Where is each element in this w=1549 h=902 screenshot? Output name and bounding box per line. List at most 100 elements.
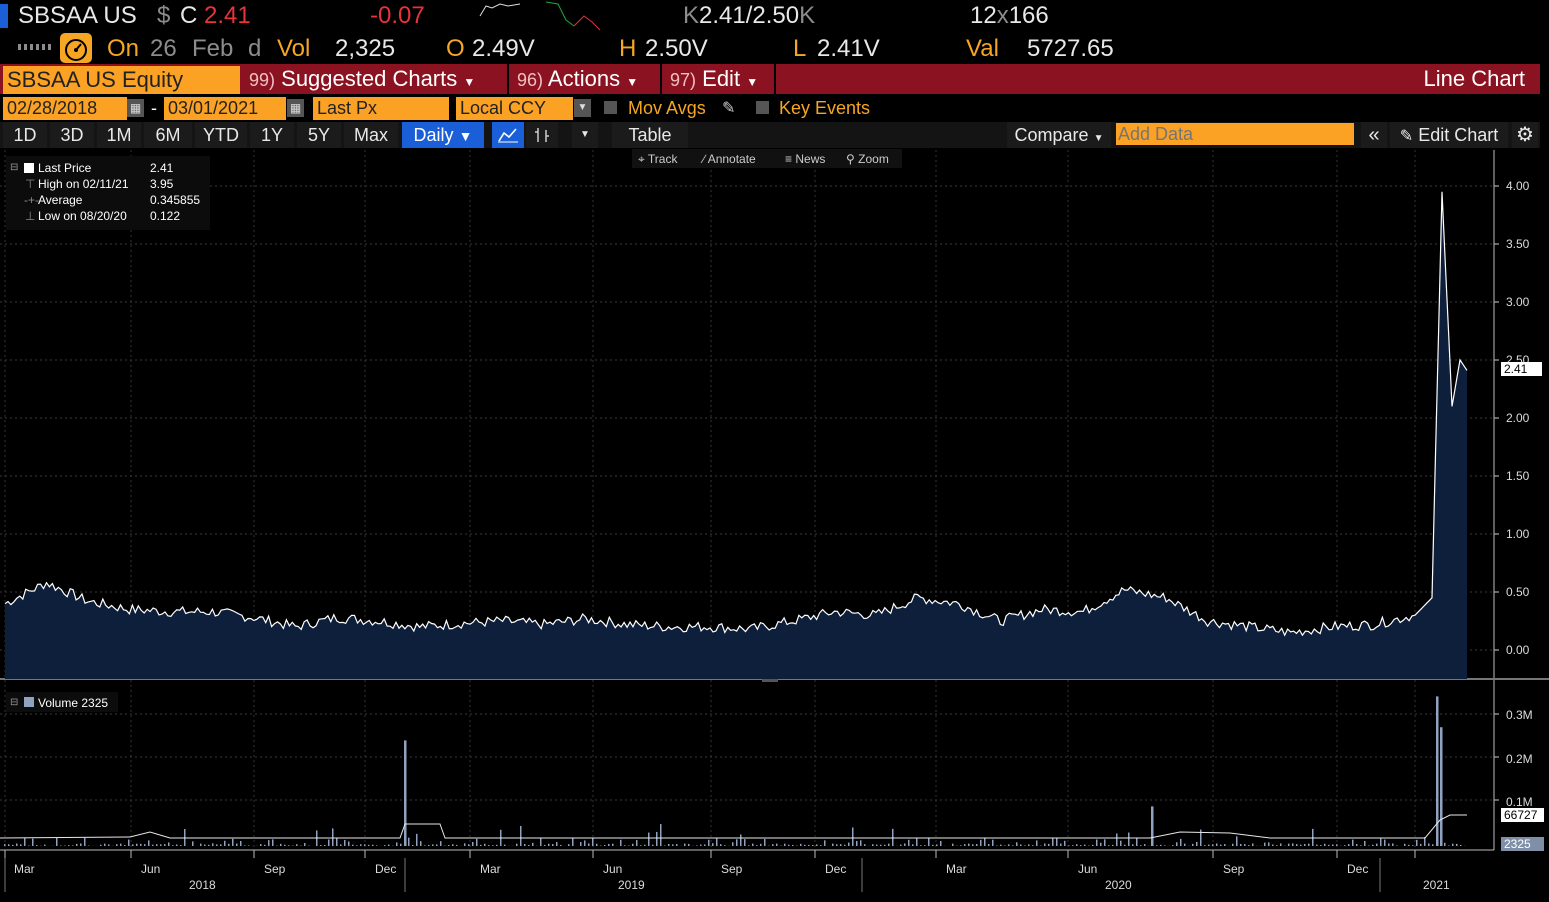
volume-bar: [1196, 841, 1198, 846]
volume-bar: [328, 839, 330, 846]
speedometer-icon[interactable]: [60, 33, 92, 63]
field-selector[interactable]: Last Px: [313, 97, 449, 120]
volume-legend-collapse-icon[interactable]: ⊟: [10, 697, 19, 708]
volume-bar: [992, 839, 994, 846]
volume-bar: [724, 845, 726, 846]
volume-bar: [1432, 844, 1434, 846]
volume-bar: [44, 844, 46, 846]
legend-collapse-icon[interactable]: ⊟: [10, 162, 19, 173]
volume-bar: [452, 844, 454, 846]
volume-bar: [12, 844, 14, 846]
volume-bar: [248, 845, 250, 846]
table-button[interactable]: Table: [612, 122, 688, 148]
compare-label: Compare: [1014, 125, 1089, 145]
compare-button[interactable]: Compare ▼: [1007, 122, 1111, 148]
gear-icon[interactable]: ⚙: [1512, 122, 1538, 148]
volume-bar: [1136, 837, 1138, 846]
volume-spike-bar: [1436, 696, 1439, 846]
volume-bar: [1320, 845, 1322, 846]
mov-avgs-label[interactable]: Mov Avgs: [628, 98, 706, 118]
volume-bar: [132, 844, 134, 846]
volume-bar: [1380, 838, 1382, 846]
volume-bar: [1208, 844, 1210, 846]
currency-dropdown-arrow[interactable]: ▼: [574, 99, 591, 117]
volume-bar: [1216, 843, 1218, 846]
key-events-label[interactable]: Key Events: [779, 98, 871, 118]
period-3d[interactable]: 3D: [50, 122, 94, 148]
end-date-field[interactable]: 03/01/2021: [164, 97, 286, 120]
bar-chart-icon[interactable]: [526, 122, 558, 148]
volume-bar: [4, 844, 6, 846]
add-data-input[interactable]: [1116, 123, 1354, 145]
period-1y[interactable]: 1Y: [250, 122, 294, 148]
period-5y[interactable]: 5Y: [297, 122, 341, 148]
crosshair-icon: ⌖: [638, 152, 645, 166]
edit-chart-button[interactable]: ✎ Edit Chart: [1390, 122, 1508, 148]
price-axis-tick: 3.50: [1506, 237, 1530, 251]
volume-bar: [1264, 842, 1266, 846]
volume-bar: [540, 837, 542, 846]
volume-bar: [1128, 832, 1130, 846]
volume-bar: [636, 840, 638, 846]
period-ytd[interactable]: YTD: [195, 122, 247, 148]
volume-bar: [1316, 844, 1318, 846]
annotate-tool[interactable]: ∕ Annotate: [703, 151, 756, 167]
volume-bar: [888, 843, 890, 846]
volume-bar: [844, 844, 846, 846]
last-price-tag: 2.41: [1501, 362, 1542, 376]
news-tool[interactable]: ≡ News: [785, 151, 825, 167]
collapse-icon[interactable]: «: [1361, 122, 1387, 148]
volume-bar: [304, 843, 306, 846]
zoom-tool[interactable]: ⚲ Zoom: [846, 151, 889, 167]
calendar-icon[interactable]: ▦: [127, 99, 144, 117]
actions-menu[interactable]: 96) Actions ▼: [517, 65, 638, 93]
period-max[interactable]: Max: [344, 122, 398, 148]
volume-bar: [608, 843, 610, 846]
track-tool[interactable]: ⌖ Track: [638, 151, 677, 167]
period-1d[interactable]: 1D: [3, 122, 47, 148]
pencil-icon[interactable]: ✎: [722, 100, 736, 117]
frequency-selector[interactable]: Daily ▼: [402, 122, 484, 148]
volume-bar: [200, 843, 202, 846]
volume-bar: [1172, 845, 1174, 846]
volume-bar: [368, 844, 370, 846]
security-field[interactable]: SBSAA US Equity: [3, 66, 240, 94]
high-label: H: [619, 35, 637, 62]
volume-bar: [644, 844, 646, 846]
volume-bar: [1032, 845, 1034, 846]
ask-size: 166: [1008, 2, 1049, 29]
volume-bar: [332, 828, 334, 846]
period-6m[interactable]: 6M: [144, 122, 192, 148]
period-1m[interactable]: 1M: [97, 122, 141, 148]
volume-bar: [1376, 843, 1378, 846]
edit-menu[interactable]: 97) Edit ▼: [670, 65, 758, 93]
volume-bar: [1280, 843, 1282, 846]
line-chart-icon[interactable]: [492, 122, 524, 148]
volume-bar: [280, 843, 282, 846]
volume-bar: [808, 844, 810, 846]
calendar-icon[interactable]: ▦: [287, 99, 304, 117]
suggested-charts-menu[interactable]: 99) Suggested Charts ▼: [249, 65, 475, 93]
volume-bar: [620, 839, 622, 846]
volume-bar: [1296, 844, 1298, 846]
volume-bar: [1232, 843, 1234, 846]
volume-bar: [432, 844, 434, 846]
mov-avgs-checkbox[interactable]: [604, 101, 617, 114]
key-events-checkbox[interactable]: [756, 101, 769, 114]
volume-bar: [968, 843, 970, 846]
volume-bar: [832, 843, 834, 846]
volume-bar: [1060, 843, 1062, 846]
volume-bar: [836, 844, 838, 846]
price-volume-chart[interactable]: [0, 150, 1549, 902]
volume-bar: [456, 844, 458, 846]
chart-style-dropdown[interactable]: ▼: [572, 122, 598, 148]
start-date-field[interactable]: 02/28/2018: [3, 97, 127, 120]
volume-bar: [160, 844, 162, 846]
x-axis-month: Dec: [825, 862, 847, 876]
volume-bar: [1448, 845, 1450, 846]
security-marker: [0, 4, 8, 28]
currency-selector[interactable]: Local CCY: [456, 97, 573, 120]
volume-bar: [136, 843, 138, 846]
volume-bar: [696, 845, 698, 846]
volume-legend-name: Volume: [38, 696, 79, 710]
